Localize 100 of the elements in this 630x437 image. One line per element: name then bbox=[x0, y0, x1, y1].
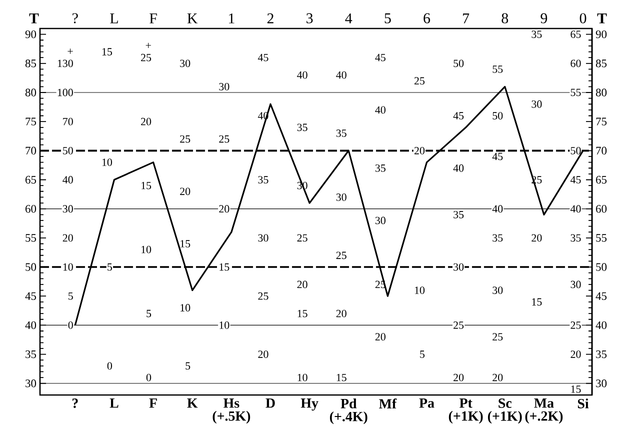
annotation: 5 bbox=[420, 350, 425, 358]
annotation: 60 bbox=[570, 60, 581, 68]
annotation: 130 bbox=[58, 60, 73, 68]
text: 3 bbox=[306, 13, 313, 24]
annotation: 20 bbox=[180, 188, 190, 196]
y-tick-label: 50 bbox=[26, 263, 36, 271]
text: F bbox=[150, 14, 157, 24]
annotation: 20 bbox=[258, 350, 268, 358]
annotation: 35 bbox=[454, 210, 464, 218]
annotation: 20 bbox=[492, 374, 503, 382]
x-tick-label: Sc (+1K) bbox=[488, 398, 522, 424]
annotation: 0 bbox=[68, 322, 73, 329]
x-tick-label: Ma (+.2K) bbox=[525, 398, 563, 424]
y2-tick-label: 65 bbox=[596, 176, 607, 184]
annotation: 65 bbox=[570, 30, 581, 38]
text: 7 bbox=[463, 14, 470, 24]
x-tick-label: Hy bbox=[300, 398, 318, 411]
annotation: 30 bbox=[336, 194, 346, 201]
y-tick-label: 85 bbox=[25, 60, 36, 68]
y-axis-title: T bbox=[29, 14, 39, 24]
y-tick-label: 45 bbox=[25, 292, 36, 300]
x-tick-label: Pa bbox=[419, 398, 434, 408]
annotation: 20 bbox=[414, 146, 425, 154]
text: 5 bbox=[384, 13, 391, 24]
annotation: 30 bbox=[180, 60, 190, 68]
annotation: 20 bbox=[62, 234, 73, 242]
text: 8 bbox=[502, 13, 508, 24]
annotation: 30 bbox=[258, 234, 268, 242]
annotation: 50 bbox=[570, 146, 581, 154]
y2-tick-label: 75 bbox=[596, 118, 607, 126]
annotation: 25 bbox=[141, 54, 152, 62]
annotation: 25 bbox=[297, 234, 308, 242]
annotation: 15 bbox=[142, 182, 152, 190]
annotation: 35 bbox=[375, 164, 386, 172]
annotation: 35 bbox=[336, 130, 346, 137]
annotation: 10 bbox=[142, 246, 152, 254]
text: ? bbox=[72, 13, 78, 24]
annotation: 30 bbox=[62, 205, 73, 213]
y-tick-label: 70 bbox=[26, 146, 36, 155]
text: 2 bbox=[267, 13, 274, 24]
annotation: 20 bbox=[297, 280, 308, 288]
annotation: 25 bbox=[454, 322, 464, 329]
y2-tick-label: 80 bbox=[596, 88, 607, 96]
y-tick-label: 55 bbox=[26, 234, 36, 242]
annotation: 30 bbox=[492, 286, 503, 294]
y2-axis-title: T bbox=[597, 14, 607, 24]
annotation: 20 bbox=[141, 118, 152, 126]
annotation: 45 bbox=[258, 54, 268, 62]
annotation: 15 bbox=[336, 374, 346, 382]
annotation: 25 bbox=[570, 322, 581, 329]
y2-tick-label: 50 bbox=[596, 263, 607, 271]
y-tick-label: 80 bbox=[25, 88, 36, 96]
text: 1 bbox=[229, 13, 234, 24]
x-tick-label: F bbox=[149, 398, 157, 408]
annotation: 20 bbox=[532, 234, 542, 242]
annotation: 30 bbox=[454, 263, 464, 271]
annotation: 35 bbox=[532, 30, 542, 38]
annotation: 10 bbox=[298, 374, 308, 382]
annotation: 100 bbox=[58, 88, 73, 96]
annotation: 45 bbox=[375, 54, 386, 62]
y2-tick-label: 40 bbox=[596, 321, 607, 330]
y-tick-label: 65 bbox=[26, 176, 36, 184]
annotation: 15 bbox=[102, 48, 112, 56]
annotation: 10 bbox=[63, 263, 73, 271]
annotation: 20 bbox=[219, 205, 230, 213]
text: 6 bbox=[424, 13, 430, 24]
text: 0 bbox=[580, 13, 586, 24]
annotation: 25 bbox=[258, 292, 268, 300]
x-tick-label: L bbox=[110, 398, 118, 408]
annotation: 45 bbox=[570, 176, 581, 184]
y-tick-label: 60 bbox=[26, 204, 36, 213]
annotation: 10 bbox=[220, 322, 230, 329]
annotation: 5 bbox=[68, 292, 73, 300]
annotation: 70 bbox=[63, 118, 73, 126]
annotation: 35 bbox=[570, 234, 581, 242]
annotation: 55 bbox=[492, 66, 503, 73]
annotation: 15 bbox=[220, 263, 230, 271]
annotation: 40 bbox=[62, 176, 73, 184]
annotation: 10 bbox=[102, 158, 112, 166]
annotation: 15 bbox=[180, 240, 190, 248]
annotation: 45 bbox=[492, 152, 503, 160]
annotation: 5 bbox=[186, 362, 190, 370]
annotation: 35 bbox=[297, 124, 308, 132]
annotation: 30 bbox=[219, 82, 230, 90]
y-tick-label: 40 bbox=[25, 321, 36, 330]
annotation: 40 bbox=[375, 106, 386, 114]
x-tick-label: D bbox=[266, 398, 275, 408]
annotation: 40 bbox=[297, 71, 308, 79]
annotation: 30 bbox=[375, 216, 386, 224]
annotation: 50 bbox=[454, 60, 464, 68]
annotation: 55 bbox=[570, 88, 581, 96]
annotation: 20 bbox=[375, 333, 386, 341]
annotation: + bbox=[146, 42, 151, 48]
annotation: 40 bbox=[570, 205, 581, 213]
annotation: 40 bbox=[492, 205, 503, 213]
y-tick-label: 35 bbox=[26, 350, 36, 358]
annotation: 25 bbox=[219, 135, 230, 143]
annotation: 20 bbox=[336, 310, 346, 318]
annotation: 30 bbox=[532, 100, 542, 108]
annotation: 0 bbox=[146, 374, 152, 382]
